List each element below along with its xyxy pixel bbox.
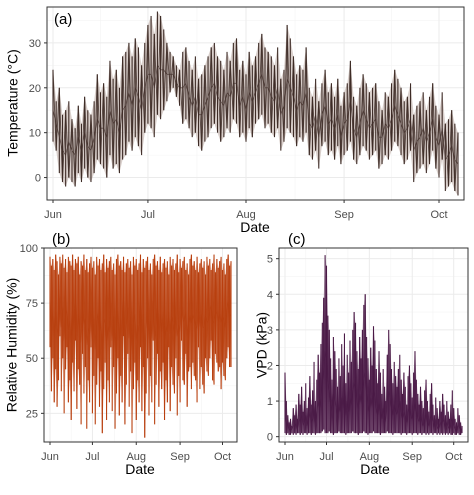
humidity-x-tick-label: Jun [41, 451, 59, 463]
humidity-panel-tag: (b) [52, 231, 70, 248]
humidity-x-axis-title: Date [125, 461, 155, 477]
humidity-y-tick-label: 25 [26, 408, 38, 420]
vpd-panel-tag: (c) [288, 231, 306, 248]
humidity-y-tick-label: 50 [26, 353, 38, 365]
vpd-y-tick-label: 1 [267, 396, 273, 408]
temperature-x-tick-label: Jun [44, 209, 62, 221]
temperature-ticks: 0 10 20 30 Jun Jul Aug Sep Oct [29, 38, 448, 221]
humidity-x-tick-label: Aug [126, 451, 146, 463]
vpd-mean-line [284, 351, 462, 431]
humidity-x-tick-label: Sep [170, 451, 190, 463]
vpd-x-axis-title: Date [360, 461, 390, 477]
temperature-x-tick-label: Oct [430, 209, 447, 221]
vpd-x-tick-label: Jun [276, 451, 294, 463]
humidity-y-tick-label: 75 [26, 298, 38, 310]
vpd-marks [284, 255, 463, 435]
temperature-y-axis-title: Temperature (°C) [5, 49, 21, 157]
temperature-range-outline [52, 15, 459, 192]
temperature-mean-line [52, 64, 459, 165]
humidity-panel: 25 50 75 100 Jun Jul Aug Sep Oct (b) Date Relati… [4, 231, 238, 477]
vpd-y-axis-title: VPD (kPa) [254, 312, 270, 378]
vpd-panel: 0 1 2 3 4 5 Jun Jul Aug Sep Oct (c) Date VPD (kPa) [254, 231, 469, 477]
temperature-x-tick-label: Sep [334, 209, 354, 221]
humidity-mean-line [49, 296, 232, 354]
temperature-x-tick-label: Jul [141, 209, 155, 221]
humidity-marks [49, 254, 232, 438]
vpd-range-outline [284, 265, 463, 435]
temperature-frame [46, 6, 465, 201]
vpd-ticks: 0 1 2 3 4 5 Jun Jul Aug Sep Oct [267, 254, 462, 463]
temperature-y-tick-label: 30 [29, 38, 41, 50]
humidity-ticks: 25 50 75 100 Jun Jul Aug Sep Oct [20, 243, 231, 463]
vpd-y-tick-label: 4 [267, 289, 273, 301]
vpd-frame [278, 247, 469, 443]
humidity-x-tick-label: Oct [214, 451, 231, 463]
humidity-y-axis-title: Relative Humidity (%) [4, 278, 20, 413]
vpd-x-tick-label: Oct [445, 451, 462, 463]
vpd-y-tick-label: 3 [267, 325, 273, 337]
vpd-y-tick-label: 5 [267, 254, 273, 266]
vpd-y-tick-label: 2 [267, 360, 273, 372]
temperature-panel: 0 10 20 30 Jun Jul Aug Sep Oct (a) Date Temperat… [5, 6, 465, 235]
humidity-frame [43, 247, 238, 443]
temperature-x-axis-title: Date [240, 219, 270, 235]
vpd-y-tick-label: 0 [267, 432, 273, 444]
temperature-y-tick-label: 0 [35, 173, 41, 185]
temperature-y-tick-label: 10 [29, 128, 41, 140]
humidity-range-outline [49, 254, 232, 438]
vpd-x-tick-label: Aug [360, 451, 380, 463]
temperature-x-tick-label: Aug [236, 209, 256, 221]
vpd-x-tick-label: Jul [319, 451, 333, 463]
humidity-y-tick-label: 100 [20, 243, 38, 255]
temperature-panel-tag: (a) [54, 11, 72, 28]
humidity-x-tick-label: Jul [85, 451, 99, 463]
temperature-marks [52, 11, 459, 196]
vpd-x-tick-label: Sep [402, 451, 422, 463]
temperature-y-tick-label: 20 [29, 83, 41, 95]
